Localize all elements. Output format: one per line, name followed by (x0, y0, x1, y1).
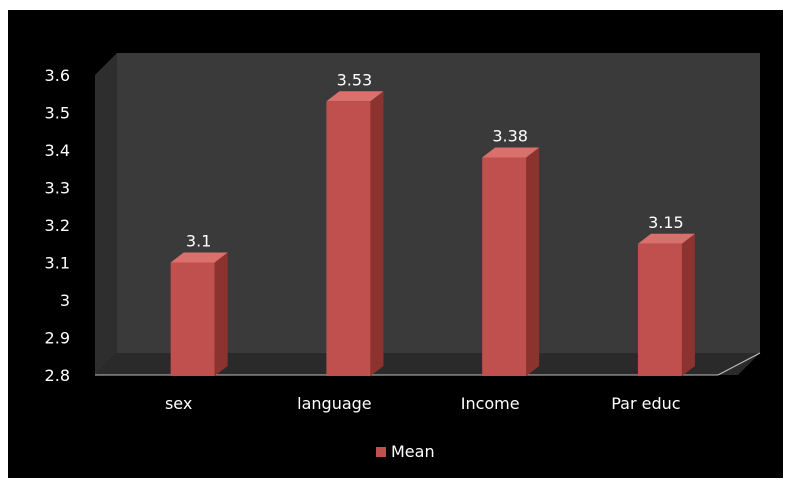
back-wall (117, 53, 760, 353)
data-label: 3.53 (337, 70, 373, 89)
bar-sex (170, 262, 215, 376)
x-tick-label: language (297, 394, 372, 413)
y-tick-label: 2.8 (45, 366, 70, 385)
x-axis: sex language Income Par educ (165, 394, 681, 413)
y-tick-label: 3.3 (45, 179, 70, 198)
bar-side (214, 252, 228, 376)
legend-label-mean: Mean (391, 442, 435, 461)
legend-swatch-mean (376, 447, 386, 457)
floor-edge-line (717, 352, 761, 376)
bar-top (482, 147, 540, 158)
bar-language (326, 101, 371, 376)
y-tick-label: 3.5 (45, 104, 70, 123)
y-tick-label: 2.9 (45, 329, 70, 348)
legend: Mean (376, 442, 435, 461)
x-tick-label: sex (165, 394, 192, 413)
y-tick-label: 3.4 (45, 141, 70, 160)
data-labels: 3.1 3.53 3.38 3.15 (186, 70, 684, 250)
data-label: 3.38 (492, 127, 528, 146)
bar-top (170, 252, 228, 263)
chart-frame: 2.8 2.9 3 3.1 3.2 3.3 3.4 3.5 3.6 3.1 3.53 3.38 3.1… (8, 10, 783, 478)
bar-par-educ (637, 243, 682, 376)
bar-side (370, 91, 384, 376)
side-wall (95, 53, 117, 375)
data-label: 3.15 (648, 213, 684, 232)
y-axis: 2.8 2.9 3 3.1 3.2 3.3 3.4 3.5 3.6 (45, 66, 70, 385)
bar-side (526, 147, 540, 376)
data-label: 3.1 (186, 232, 211, 251)
y-tick-label: 3 (60, 291, 70, 310)
bar-top (637, 233, 695, 244)
bar-top (326, 91, 384, 102)
y-tick-label: 3.2 (45, 216, 70, 235)
bars (170, 91, 695, 376)
y-tick-label: 3.1 (45, 254, 70, 273)
bar-side (681, 233, 695, 376)
x-tick-label: Income (461, 394, 520, 413)
y-tick-label: 3.6 (45, 66, 70, 85)
floor (95, 353, 760, 375)
bar-income (482, 157, 527, 376)
bar-chart: 2.82.933.13.23.33.43.53.6 3.13.533.383.1… (45, 53, 761, 461)
x-tick-label: Par educ (611, 394, 680, 413)
